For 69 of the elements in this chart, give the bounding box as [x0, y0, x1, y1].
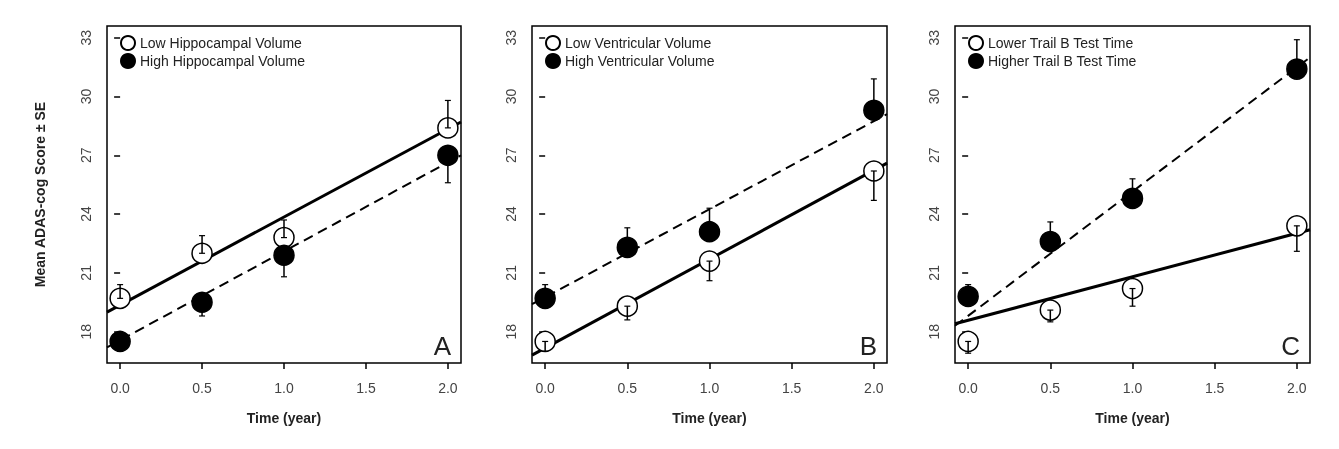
annotation: B: [859, 331, 877, 361]
point: [109, 287, 131, 310]
y-tick-label: 18: [78, 323, 94, 340]
x-tick-label: 1.0: [274, 380, 294, 396]
y-tick-label: 18: [503, 323, 519, 340]
x-tick-label: 2.0: [864, 380, 884, 396]
x-axis-title: Time (year): [246, 410, 322, 426]
point: [616, 295, 639, 317]
x-tick-label: 0.5: [617, 380, 638, 396]
point: [534, 330, 556, 353]
point: [1039, 299, 1062, 321]
x-tick-label: 0.0: [958, 380, 979, 396]
x-tick-label: 0.5: [192, 380, 212, 396]
legend-label: Low Hippocampal Volume: [140, 35, 303, 51]
x-tick-label: 2.0: [1287, 380, 1307, 396]
y-tick-label: 21: [503, 264, 519, 281]
x-tick-label: 2.0: [438, 380, 458, 396]
y-tick-label: 33: [926, 29, 942, 46]
point: [1121, 277, 1144, 300]
point: [534, 287, 556, 310]
point: [273, 244, 295, 266]
x-tick-label: 1.5: [781, 380, 802, 396]
y-axis-title: Mean ADAS-cog Score ± SE: [32, 101, 48, 288]
y-tick-label: 30: [926, 88, 942, 105]
x-axis-title: Time (year): [672, 410, 747, 426]
legend-label: High Ventricular Volume: [565, 53, 715, 69]
point: [616, 236, 639, 259]
y-tick-label: 27: [926, 147, 942, 164]
x-tick-label: 0.5: [1040, 380, 1061, 396]
point: [437, 117, 459, 139]
x-tick-label: 1.5: [356, 380, 376, 396]
y-tick-label: 21: [78, 264, 94, 281]
point: [698, 220, 721, 243]
x-tick-label: 1.0: [699, 380, 720, 396]
point: [957, 330, 979, 353]
y-tick-label: 27: [503, 147, 519, 164]
y-tick-label: 30: [503, 88, 519, 105]
legend-label: Higher Trail B Test Time: [988, 53, 1137, 69]
annotation: C: [1281, 331, 1300, 361]
x-tick-label: 1.5: [1204, 380, 1225, 396]
point: [191, 291, 213, 314]
y-tick-label: 33: [503, 29, 519, 46]
x-tick-label: 0.0: [535, 380, 556, 396]
y-tick-label: 33: [78, 29, 94, 46]
x-tick-label: 0.0: [110, 380, 131, 396]
legend-label: Lower Trail B Test Time: [988, 35, 1134, 51]
point: [698, 250, 721, 272]
point: [1286, 215, 1308, 237]
y-tick-label: 18: [926, 323, 942, 340]
y-tick-label: 24: [78, 206, 94, 222]
point: [863, 99, 885, 121]
legend-label: Low Ventricular Volume: [565, 35, 712, 51]
y-tick-label: 27: [78, 147, 94, 164]
point: [191, 242, 213, 265]
y-tick-label: 30: [78, 88, 94, 105]
x-axis-title: Time (year): [1095, 410, 1170, 426]
point: [957, 285, 979, 308]
point: [109, 330, 131, 353]
legend-label: High Hippocampal Volume: [140, 53, 306, 69]
point: [863, 160, 885, 182]
y-tick-label: 21: [926, 264, 942, 281]
point: [1286, 58, 1308, 80]
point: [1039, 230, 1062, 253]
y-tick-label: 24: [503, 206, 519, 222]
y-tick-label: 24: [926, 206, 942, 222]
annotation: A: [433, 331, 452, 361]
point: [1121, 187, 1144, 210]
point: [437, 144, 459, 167]
x-tick-label: 1.0: [1122, 380, 1143, 396]
